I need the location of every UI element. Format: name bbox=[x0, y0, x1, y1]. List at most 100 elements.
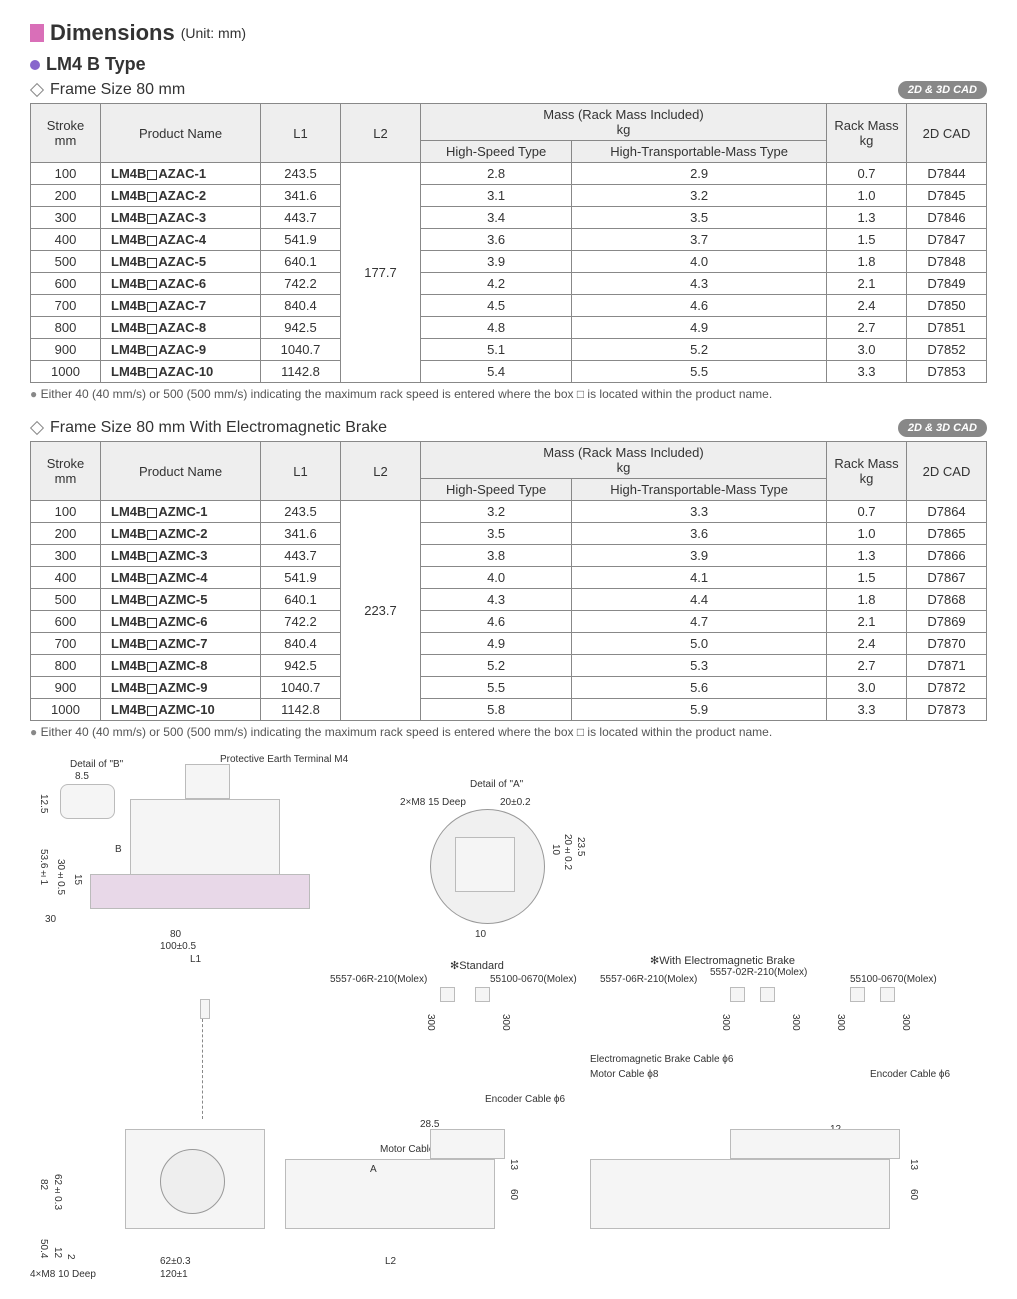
cell-rack: 1.8 bbox=[827, 251, 907, 273]
section-header: Dimensions (Unit: mm) bbox=[30, 20, 987, 46]
data-table-2: Strokemm Product Name L1 L2 Mass (Rack M… bbox=[30, 441, 987, 721]
cell-l1: 243.5 bbox=[261, 501, 341, 523]
detail-a-inner bbox=[455, 837, 515, 892]
cell-product: LM4BAZAC-2 bbox=[101, 185, 261, 207]
label-b: B bbox=[115, 844, 122, 855]
col-l2: L2 bbox=[341, 104, 421, 163]
col-product: Product Name bbox=[101, 104, 261, 163]
cell-rack: 0.7 bbox=[827, 501, 907, 523]
technical-drawings: Detail of "B" 8.5 12.5 Protective Earth … bbox=[30, 759, 987, 1279]
cell-cad: D7864 bbox=[907, 501, 987, 523]
brake-top-box bbox=[730, 1129, 900, 1159]
cell-rack: 3.3 bbox=[827, 361, 907, 383]
cell-stroke: 100 bbox=[31, 501, 101, 523]
label-a: A bbox=[370, 1164, 377, 1175]
cell-stroke: 1000 bbox=[31, 699, 101, 721]
cell-l1: 1040.7 bbox=[261, 677, 341, 699]
label-20: 20±0.2 bbox=[500, 797, 531, 808]
cell-l1: 341.6 bbox=[261, 523, 341, 545]
table-row: 100 LM4BAZMC-1 243.5 223.7 3.2 3.3 0.7 D… bbox=[31, 501, 987, 523]
label-60-2: 60 bbox=[908, 1189, 919, 1200]
cell-rack: 1.3 bbox=[827, 207, 907, 229]
cell-cad: D7853 bbox=[907, 361, 987, 383]
label-300-1: 300 bbox=[425, 1014, 436, 1031]
cell-cad: D7851 bbox=[907, 317, 987, 339]
cell-hs: 5.1 bbox=[421, 339, 572, 361]
conn-box-3 bbox=[730, 987, 745, 1002]
table-row: 200 LM4BAZMC-2 341.6 3.5 3.6 1.0 D7865 bbox=[31, 523, 987, 545]
section-unit: (Unit: mm) bbox=[181, 25, 246, 41]
col-l1: L1 bbox=[261, 442, 341, 501]
label-536: 53.6±1 bbox=[38, 849, 49, 885]
cell-hs: 3.5 bbox=[421, 523, 572, 545]
label-125: 12.5 bbox=[38, 794, 49, 813]
cell-hs: 5.8 bbox=[421, 699, 572, 721]
label-motor-cable-2: Motor Cable ϕ8 bbox=[590, 1069, 658, 1080]
cell-stroke: 500 bbox=[31, 251, 101, 273]
label-80: 80 bbox=[170, 929, 181, 940]
table-row: 900 LM4BAZAC-9 1040.7 5.1 5.2 3.0 D7852 bbox=[31, 339, 987, 361]
cell-rack: 0.7 bbox=[827, 163, 907, 185]
cell-ht: 3.9 bbox=[572, 545, 827, 567]
label-30: 30 bbox=[45, 914, 56, 925]
col-mass-group: Mass (Rack Mass Included)kg bbox=[421, 442, 827, 479]
cell-product: LM4BAZMC-6 bbox=[101, 611, 261, 633]
table-row: 400 LM4BAZAC-4 541.9 3.6 3.7 1.5 D7847 bbox=[31, 229, 987, 251]
col-cad: 2D CAD bbox=[907, 104, 987, 163]
rack-box bbox=[90, 874, 310, 909]
cell-stroke: 800 bbox=[31, 317, 101, 339]
conn-box-4 bbox=[760, 987, 775, 1002]
label-13: 13 bbox=[508, 1159, 519, 1170]
cell-rack: 2.1 bbox=[827, 611, 907, 633]
label-100: 100±0.5 bbox=[160, 941, 196, 952]
label-m8-10deep: 4×M8 10 Deep bbox=[30, 1269, 96, 1280]
brake-side-box bbox=[590, 1159, 890, 1229]
cell-stroke: 1000 bbox=[31, 361, 101, 383]
label-detail-b: Detail of "B" bbox=[70, 759, 123, 770]
table-row: 1000 LM4BAZAC-10 1142.8 5.4 5.5 3.3 D785… bbox=[31, 361, 987, 383]
cell-hs: 3.4 bbox=[421, 207, 572, 229]
conn-box-6 bbox=[880, 987, 895, 1002]
cell-l1: 942.5 bbox=[261, 655, 341, 677]
cell-l2: 177.7 bbox=[341, 163, 421, 383]
conn-box-1 bbox=[440, 987, 455, 1002]
frame-row-2: Frame Size 80 mm With Electromagnetic Br… bbox=[30, 419, 987, 437]
cell-cad: D7870 bbox=[907, 633, 987, 655]
label-pe-terminal: Protective Earth Terminal M4 bbox=[220, 754, 348, 765]
cell-product: LM4BAZAC-10 bbox=[101, 361, 261, 383]
label-10v: 10 bbox=[550, 844, 561, 855]
cell-cad: D7848 bbox=[907, 251, 987, 273]
label-with-brake: ✻With Electromagnetic Brake bbox=[650, 954, 795, 967]
cell-product: LM4BAZMC-3 bbox=[101, 545, 261, 567]
cell-ht: 3.2 bbox=[572, 185, 827, 207]
cell-l1: 640.1 bbox=[261, 589, 341, 611]
cell-rack: 1.0 bbox=[827, 185, 907, 207]
cell-cad: D7871 bbox=[907, 655, 987, 677]
label-m8-deep-val: 2×M8 15 Deep bbox=[400, 797, 466, 808]
cell-product: LM4BAZMC-1 bbox=[101, 501, 261, 523]
cell-hs: 5.2 bbox=[421, 655, 572, 677]
label-120: 120±1 bbox=[160, 1269, 188, 1280]
cell-product: LM4BAZMC-5 bbox=[101, 589, 261, 611]
label-encoder-cable: Encoder Cable ϕ6 bbox=[485, 1094, 565, 1105]
cell-ht: 4.3 bbox=[572, 273, 827, 295]
cell-rack: 3.0 bbox=[827, 339, 907, 361]
frame-row-1: Frame Size 80 mm 2D & 3D CAD bbox=[30, 81, 987, 99]
subtype-title: LM4 B Type bbox=[46, 54, 146, 75]
cable-line bbox=[202, 1019, 204, 1119]
cell-l1: 243.5 bbox=[261, 163, 341, 185]
cell-l1: 341.6 bbox=[261, 185, 341, 207]
col-rack: Rack Masskg bbox=[827, 104, 907, 163]
cell-stroke: 200 bbox=[31, 185, 101, 207]
cell-ht: 3.5 bbox=[572, 207, 827, 229]
cell-ht: 3.6 bbox=[572, 523, 827, 545]
data-table-1: Strokemm Product Name L1 L2 Mass (Rack M… bbox=[30, 103, 987, 383]
cell-product: LM4BAZMC-10 bbox=[101, 699, 261, 721]
cell-rack: 2.7 bbox=[827, 655, 907, 677]
cell-hs: 3.2 bbox=[421, 501, 572, 523]
col-mass-hs: High-Speed Type bbox=[421, 141, 572, 163]
cell-cad: D7867 bbox=[907, 567, 987, 589]
cell-hs: 3.9 bbox=[421, 251, 572, 273]
col-mass-ht: High-Transportable-Mass Type bbox=[572, 141, 827, 163]
std-side-box bbox=[285, 1159, 495, 1229]
